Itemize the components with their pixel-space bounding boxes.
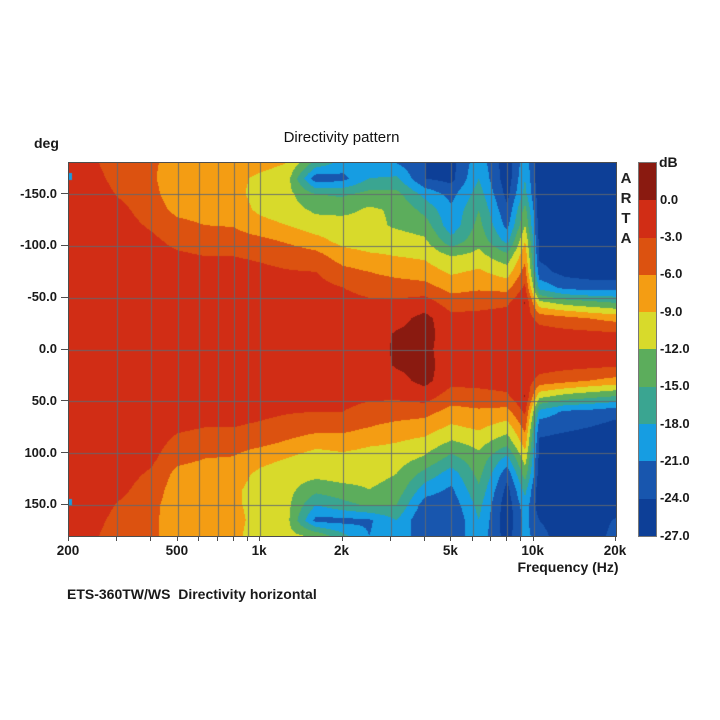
x-tick-mark bbox=[198, 536, 200, 541]
x-tick-label: 10k bbox=[521, 543, 544, 558]
x-tick-label: 2k bbox=[333, 543, 350, 558]
colorbar-segment bbox=[639, 237, 656, 275]
colorbar-segment bbox=[639, 349, 656, 387]
colorbar-segment bbox=[639, 498, 656, 536]
colorbar-segment bbox=[639, 461, 656, 499]
arta-letter: T bbox=[621, 210, 631, 227]
colorbar-tick-label: -24.0 bbox=[660, 490, 690, 506]
x-tick-label: 5k bbox=[442, 543, 458, 558]
colorbar-segment bbox=[639, 312, 656, 350]
x-tick-mark bbox=[341, 536, 343, 541]
y-tick-label: 50.0 bbox=[31, 392, 57, 408]
x-tick-mark bbox=[490, 536, 492, 541]
chart-title: Directivity pattern bbox=[283, 129, 400, 146]
colorbar-segment bbox=[639, 386, 656, 425]
x-tick-mark bbox=[450, 536, 452, 541]
arta-letter: A bbox=[620, 170, 632, 187]
y-tick-mark bbox=[61, 296, 68, 298]
y-tick-mark bbox=[61, 503, 68, 505]
colorbar-tick-label: -15.0 bbox=[660, 378, 690, 394]
x-tick-mark bbox=[532, 536, 534, 541]
directivity-heatmap-plot bbox=[68, 162, 617, 537]
x-tick-mark bbox=[116, 536, 118, 541]
y-tick-mark bbox=[61, 244, 68, 246]
x-tick-mark bbox=[389, 536, 391, 541]
x-axis-title: Frequency (Hz) bbox=[517, 559, 619, 575]
x-tick-mark bbox=[506, 536, 508, 541]
x-tick-mark bbox=[423, 536, 425, 541]
y-tick-label: 150.0 bbox=[24, 496, 57, 512]
x-tick-mark bbox=[471, 536, 473, 541]
x-tick-label: 1k bbox=[251, 543, 267, 558]
y-tick-label: 0.0 bbox=[38, 341, 57, 356]
y-tick-label: -100.0 bbox=[20, 237, 57, 253]
x-tick-mark bbox=[176, 536, 178, 541]
arta-letter: R bbox=[620, 190, 632, 207]
x-tick-mark bbox=[246, 536, 248, 541]
colorbar-segment bbox=[639, 274, 656, 313]
x-tick-mark bbox=[68, 536, 69, 541]
x-tick-mark bbox=[232, 536, 234, 541]
y-tick-mark bbox=[61, 193, 68, 195]
x-tick-mark bbox=[216, 536, 218, 541]
y-tick-label: -150.0 bbox=[20, 185, 57, 201]
y-tick-mark bbox=[61, 400, 68, 402]
colorbar-tick-label: -9.0 bbox=[660, 303, 683, 319]
colorbar-segment bbox=[639, 163, 656, 201]
colorbar-segment bbox=[639, 424, 656, 462]
y-axis-unit-label: deg bbox=[34, 135, 59, 151]
x-tick-mark bbox=[520, 536, 522, 541]
colorbar-tick-label: -21.0 bbox=[660, 452, 690, 468]
x-tick-label: 20k bbox=[603, 543, 627, 558]
measurement-caption: ETS-360TW/WS Directivity horizontal bbox=[67, 586, 317, 602]
colorbar-segment bbox=[639, 200, 656, 238]
y-tick-label: -50.0 bbox=[27, 289, 57, 305]
colorbar-tick-label: -3.0 bbox=[660, 229, 683, 245]
colorbar-tick-label: -12.0 bbox=[660, 341, 690, 356]
colorbar-unit-label: dB bbox=[659, 154, 678, 170]
y-tick-mark bbox=[61, 452, 68, 454]
x-tick-mark bbox=[615, 536, 616, 541]
colorbar-tick-label: 0.0 bbox=[660, 191, 679, 207]
x-tick-mark bbox=[150, 536, 152, 541]
x-tick-label: 200 bbox=[56, 543, 80, 558]
colorbar bbox=[638, 162, 657, 537]
colorbar-tick-label: -18.0 bbox=[660, 415, 690, 431]
arta-letter: A bbox=[620, 230, 632, 247]
y-tick-mark bbox=[61, 348, 68, 350]
colorbar-tick-label: -6.0 bbox=[660, 266, 683, 282]
x-tick-label: 500 bbox=[165, 543, 189, 558]
y-tick-label: 100.0 bbox=[24, 444, 57, 460]
colorbar-tick-label: -27.0 bbox=[660, 527, 690, 543]
x-tick-mark bbox=[259, 536, 261, 541]
